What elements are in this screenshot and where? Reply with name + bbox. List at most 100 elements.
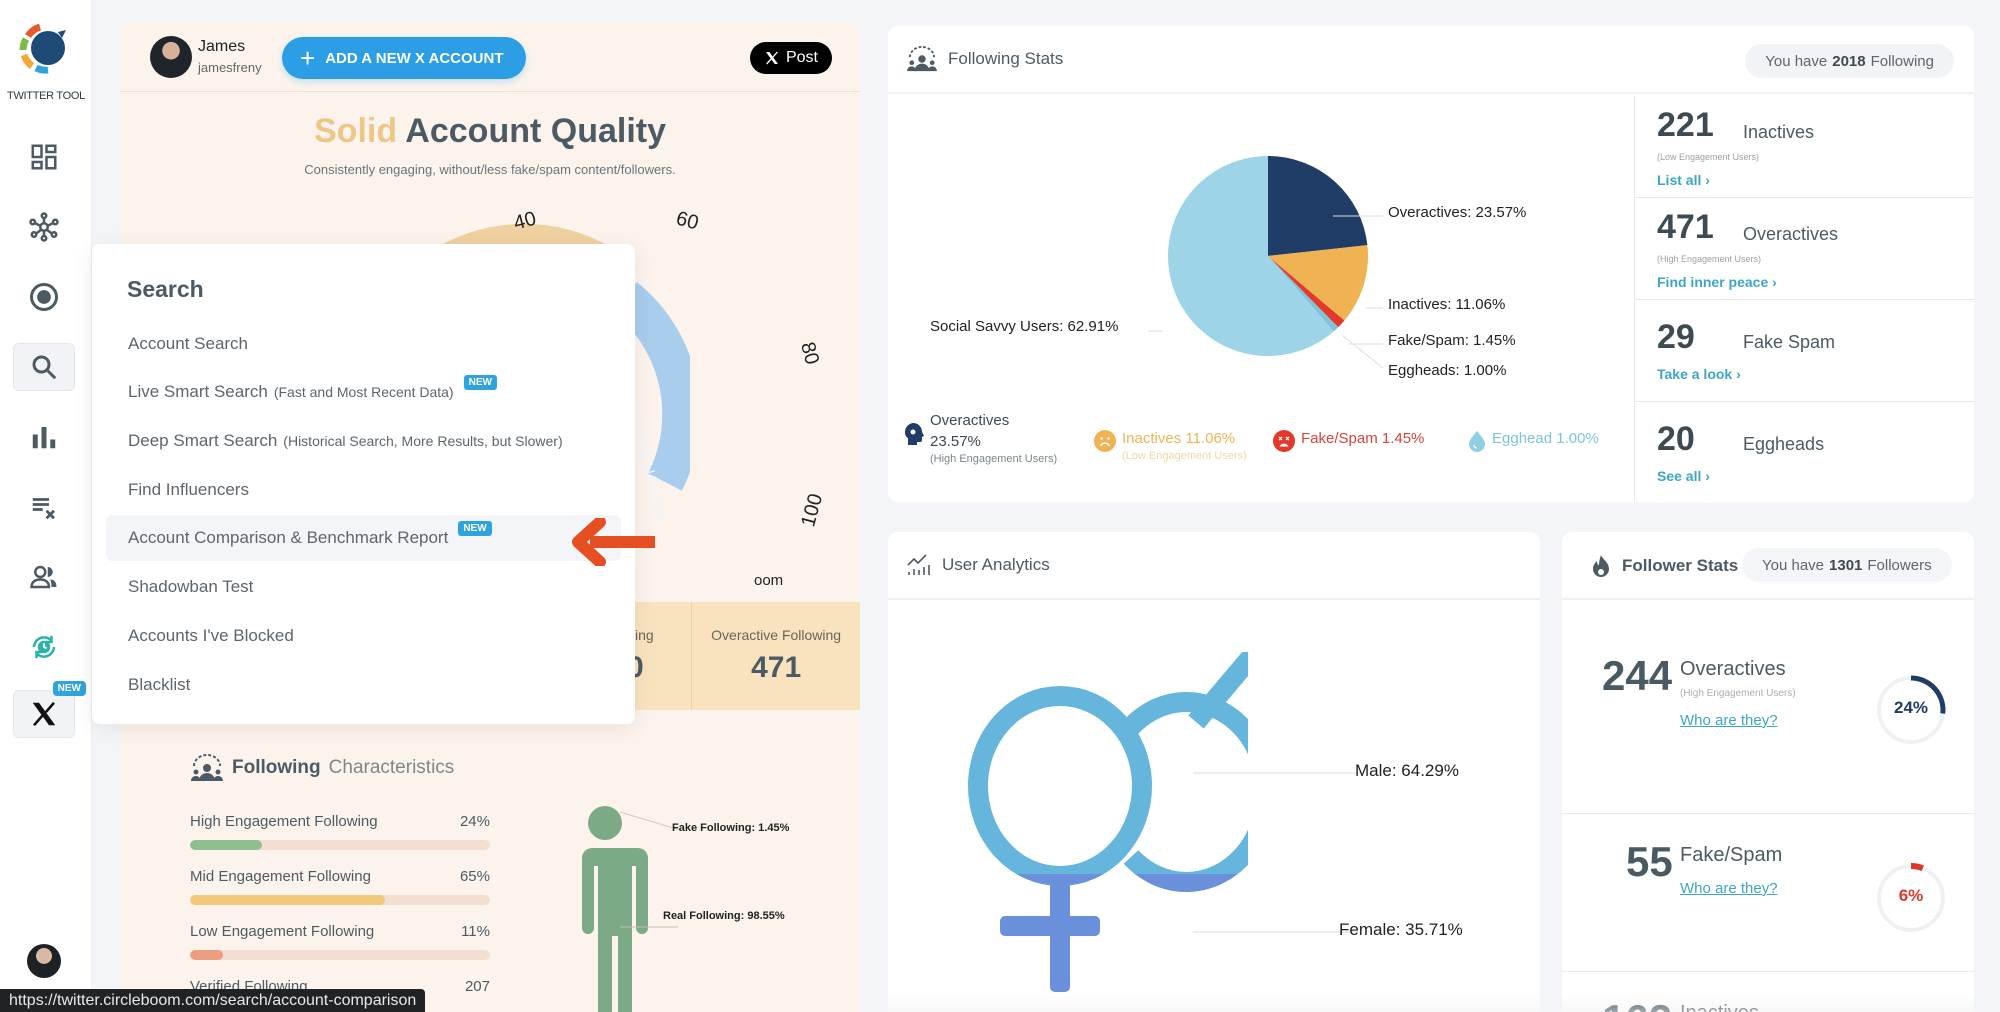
gauge-tick: 80 — [796, 339, 824, 367]
sidebar-item-dashboard[interactable] — [13, 133, 75, 181]
legend-inactives: Inactives 11.06% (Low Engagement Users) — [1094, 430, 1247, 462]
bar-label: Low Engagement Following — [190, 923, 375, 940]
sidebar-item-scheduler[interactable] — [13, 623, 75, 671]
user-analytics-card: User Analytics Male: 64.29% Female: 35.7… — [888, 532, 1540, 1012]
progress-ring — [1877, 863, 1945, 932]
sidebar-item-analytics[interactable] — [13, 413, 75, 461]
quality-title: Solid Account Quality — [120, 112, 860, 151]
who-are-they-link[interactable]: Who are they? — [1680, 880, 1778, 897]
card-title: User Analytics — [942, 555, 1050, 574]
side-stat-sub: (Low Engagement Users) — [1657, 152, 1760, 162]
sad-face-icon — [1094, 430, 1116, 452]
sidebar-item-clear-list[interactable] — [13, 483, 75, 531]
characteristics-title-light: Characteristics — [328, 757, 455, 778]
characteristics-title-bold: Following — [232, 757, 321, 778]
fade-overlay — [888, 992, 1540, 1012]
bar-chart-icon — [32, 427, 56, 449]
status-bar-url: https://twitter.circleboom.com/search/ac… — [0, 989, 426, 1012]
egg-drop-icon — [1469, 431, 1485, 452]
logo-text: TWITTER TOOL — [7, 90, 85, 102]
progress-ring-value: 24% — [1893, 698, 1929, 717]
menu-item-live-smart-search[interactable]: Live Smart Search (Fast and Most Recent … — [106, 369, 621, 415]
menu-item-label: Blacklist — [128, 675, 191, 694]
add-account-button[interactable]: + ADD A NEW X ACCOUNT — [282, 37, 526, 79]
legend-egghead: Egghead 1.00% — [1468, 430, 1599, 452]
target-icon — [30, 283, 58, 311]
following-stats-header: Following Stats — [888, 26, 1974, 94]
legend-label: Inactives 11.06% — [1122, 430, 1236, 447]
users-group-icon — [907, 46, 937, 72]
engagement-bar-mid: Mid Engagement Following 65% — [190, 868, 490, 905]
legend-label: Fake/Spam 1.45% — [1301, 430, 1425, 447]
network-icon — [29, 212, 59, 242]
head-gear-icon — [905, 423, 924, 445]
sidebar-item-network[interactable] — [13, 203, 75, 251]
analytics-chart-icon — [907, 554, 930, 575]
sidebar-item-x[interactable]: NEW — [13, 681, 86, 738]
menu-item-label: Live Smart Search — [128, 382, 268, 401]
pill-suffix: Following — [1870, 52, 1934, 70]
pie-svg — [1168, 156, 1368, 356]
bar-label: Mid Engagement Following — [190, 868, 371, 885]
menu-item-label: Account Search — [128, 334, 249, 353]
sidebar-item-search[interactable] — [13, 343, 75, 391]
following-side-stats: 221 Inactives (Low Engagement Users) Lis… — [1634, 96, 1974, 502]
legend-overactives: Overactives 23.57% (High Engagement User… — [904, 412, 1057, 465]
bar-pct: 207 — [464, 978, 490, 995]
menu-item-sub: (Fast and Most Recent Data) — [273, 384, 454, 400]
follower-row-fake-spam: 55 Fake/Spam Who are they? 6% — [1562, 814, 1974, 972]
dashboard-icon — [31, 144, 57, 170]
side-stat-name: Overactives — [1743, 224, 1839, 244]
search-dropdown-menu: Search Account Search Live Smart Search … — [92, 244, 635, 724]
side-stat-inactives: 221 Inactives (Low Engagement Users) Lis… — [1635, 96, 1974, 198]
find-inner-peace-link[interactable]: Find inner peace › — [1657, 274, 1777, 290]
engagement-bar-low: Low Engagement Following 11% — [190, 923, 490, 960]
menu-item-accounts-blocked[interactable]: Accounts I've Blocked — [106, 613, 621, 659]
follower-row-overactives: 244 Overactives (High Engagement Users) … — [1562, 602, 1974, 814]
real-following-label: Real Following: 98.55% — [663, 910, 785, 922]
following-stats-card: Following Stats You have 2018 Following … — [888, 26, 1974, 502]
x-post-button[interactable]: Post — [749, 42, 832, 74]
pill-prefix: You have — [1765, 52, 1828, 70]
add-account-label: ADD A NEW X ACCOUNT — [325, 49, 504, 67]
quality-accent: Solid — [314, 112, 398, 150]
side-stat-sub: (High Engagement Users) — [1657, 254, 1762, 264]
menu-item-find-influencers[interactable]: Find Influencers — [106, 467, 621, 513]
menu-item-label: Accounts I've Blocked — [128, 626, 294, 645]
quality-subtitle: Consistently engaging, without/less fake… — [304, 162, 676, 177]
see-all-link[interactable]: See all › — [1657, 468, 1710, 484]
sidebar-item-users[interactable] — [13, 553, 75, 601]
bar-fill — [190, 840, 262, 850]
angry-face-icon — [1273, 430, 1295, 452]
gender-symbols-chart — [968, 652, 1248, 992]
pill-suffix: Followers — [1867, 556, 1932, 574]
menu-item-account-comparison[interactable]: Account Comparison & Benchmark Report NE… — [106, 515, 621, 561]
profile-avatar[interactable] — [27, 944, 61, 978]
progress-ring-value: 6% — [1898, 886, 1924, 905]
pie-label-fake: Fake/Spam: 1.45% — [1388, 332, 1516, 349]
sidebar-item-target[interactable] — [13, 273, 75, 321]
user-avatar[interactable] — [150, 36, 192, 78]
menu-item-deep-smart-search[interactable]: Deep Smart Search (Historical Search, Mo… — [106, 418, 621, 464]
legend-sub: (High Engagement Users) — [930, 453, 1058, 465]
who-are-they-link[interactable]: Who are they? — [1680, 712, 1778, 729]
bar-fill — [190, 950, 223, 960]
stat-cell-overactive: Overactive Following 471 — [692, 602, 860, 710]
circleboom-logo-icon[interactable] — [18, 22, 70, 74]
pie-label-social-savvy: Social Savvy Users: 62.91% — [930, 318, 1119, 335]
side-stat-name: Eggheads — [1743, 434, 1825, 454]
pie-label-eggheads: Eggheads: 1.00% — [1388, 362, 1507, 379]
menu-item-label: Deep Smart Search — [128, 431, 278, 450]
list-all-link[interactable]: List all › — [1657, 172, 1710, 188]
user-handle: jamesfreny — [198, 60, 262, 75]
new-badge: NEW — [52, 681, 86, 696]
gender-leader-lines — [1193, 772, 1363, 933]
menu-item-account-search[interactable]: Account Search — [106, 321, 621, 367]
following-count-pill: You have 2018 Following — [1745, 44, 1954, 78]
users-icon — [30, 565, 57, 589]
follower-stat-num: 244 — [1602, 652, 1673, 699]
menu-item-shadowban-test[interactable]: Shadowban Test — [106, 564, 621, 610]
menu-item-label: Find Influencers — [128, 480, 249, 499]
take-a-look-link[interactable]: Take a look › — [1657, 366, 1741, 382]
menu-item-blacklist[interactable]: Blacklist — [106, 662, 621, 708]
